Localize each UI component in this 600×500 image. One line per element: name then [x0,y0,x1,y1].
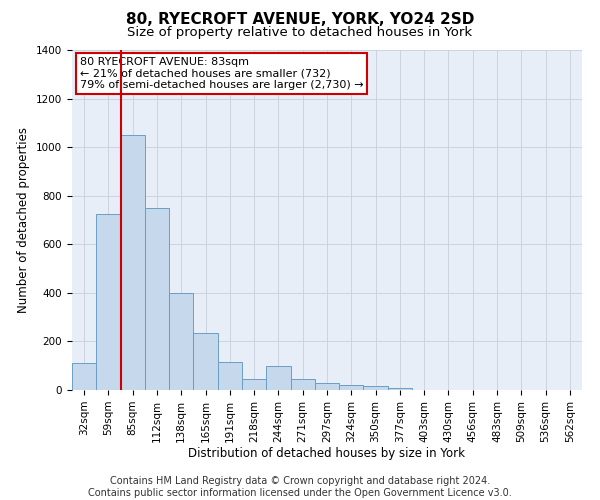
Bar [315,382,339,390]
Bar [388,388,412,390]
Bar [242,379,266,390]
Bar [72,364,96,390]
Bar [169,293,193,390]
Bar [193,333,218,390]
X-axis label: Distribution of detached houses by size in York: Distribution of detached houses by size … [188,448,466,460]
Bar [364,386,388,390]
Bar [290,379,315,390]
Text: Size of property relative to detached houses in York: Size of property relative to detached ho… [127,26,473,39]
Bar [266,366,290,390]
Bar [96,214,121,390]
Bar [145,208,169,390]
Bar [218,362,242,390]
Bar [339,385,364,390]
Bar [121,135,145,390]
Text: 80 RYECROFT AVENUE: 83sqm
← 21% of detached houses are smaller (732)
79% of semi: 80 RYECROFT AVENUE: 83sqm ← 21% of detac… [80,57,363,90]
Y-axis label: Number of detached properties: Number of detached properties [17,127,31,313]
Text: 80, RYECROFT AVENUE, YORK, YO24 2SD: 80, RYECROFT AVENUE, YORK, YO24 2SD [126,12,474,28]
Text: Contains HM Land Registry data © Crown copyright and database right 2024.
Contai: Contains HM Land Registry data © Crown c… [88,476,512,498]
